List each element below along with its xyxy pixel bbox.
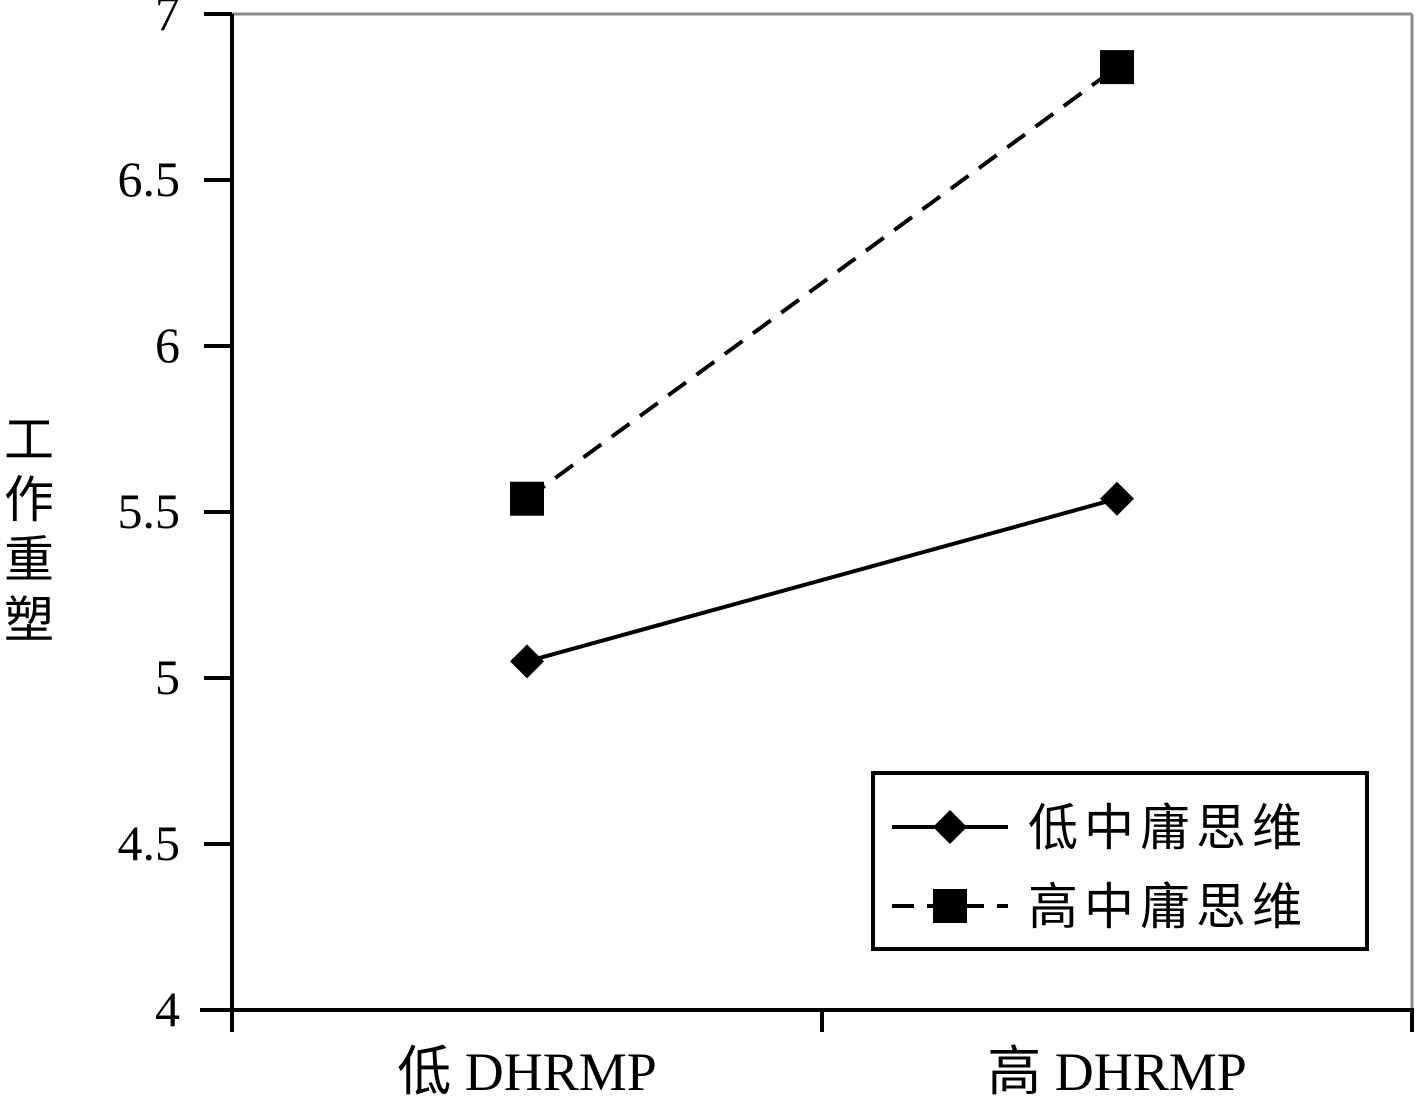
y-tick-label: 6 xyxy=(155,317,180,373)
y-axis-label-char: 工 xyxy=(4,411,54,469)
y-tick-label: 6.5 xyxy=(118,151,181,207)
y-axis-label-char: 塑 xyxy=(4,591,54,649)
y-tick-label: 5.5 xyxy=(118,483,181,539)
y-axis-label-char: 作 xyxy=(4,471,54,529)
legend-marker xyxy=(933,810,967,844)
y-tick-label: 4 xyxy=(155,981,180,1037)
y-tick-label: 4.5 xyxy=(118,815,181,871)
data-point xyxy=(1100,481,1134,516)
series-line-2 xyxy=(525,65,1119,501)
y-axis-label-char: 重 xyxy=(4,531,54,589)
legend-marker xyxy=(933,889,967,923)
x-tick-label: 低 DHRMP xyxy=(397,1042,657,1098)
y-tick-label: 7 xyxy=(155,0,180,41)
y-tick-label: 5 xyxy=(155,649,180,705)
series-line-1 xyxy=(526,496,1118,664)
data-point xyxy=(510,644,544,679)
data-point xyxy=(510,481,544,516)
legend-label: 高中庸思维 xyxy=(1028,879,1308,935)
x-tick-label: 高 DHRMP xyxy=(987,1042,1247,1098)
data-point xyxy=(1100,50,1134,85)
legend-label: 低中庸思维 xyxy=(1028,800,1308,856)
